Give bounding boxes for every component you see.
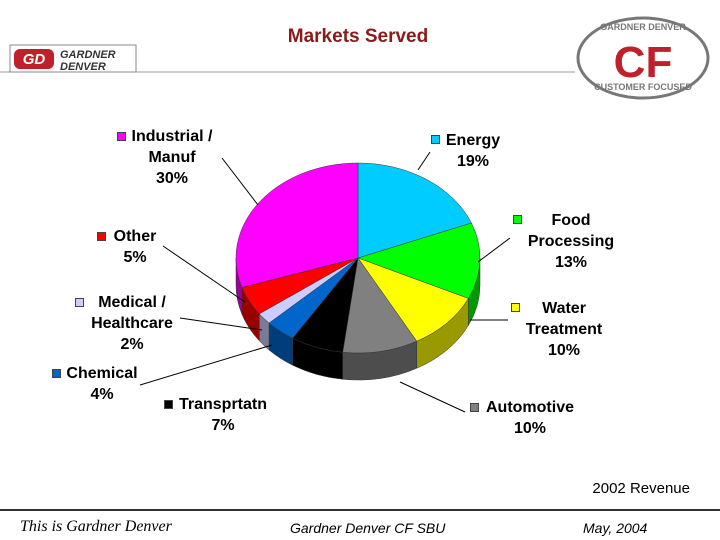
slice-label: Chemical 4% [52,363,152,405]
legend-swatch [470,403,479,412]
category-label: Medical / Healthcare [91,294,173,332]
value-label: 10% [547,342,581,359]
category-label: Industrial / Manuf [131,128,213,166]
leaders [139,151,511,413]
legend-swatch [511,303,520,312]
logo-text: DENVER [60,61,106,73]
leader-line [179,317,263,331]
logo-ring [576,16,710,100]
value-label: 4% [90,386,114,403]
logo-mark: CF [614,38,673,87]
leader-line [162,245,246,303]
leader-line [139,344,273,386]
leader-line [477,237,511,263]
legend-swatch [75,298,84,307]
note: 2002 Revenue [592,480,690,497]
legend-swatch [164,400,173,409]
footer-right: May, 2004 [583,520,648,536]
title: Markets Served [287,26,429,47]
footer-center: Gardner Denver CF SBU [290,520,446,536]
slice-label: Industrial / Manuf 30% [117,126,227,189]
logo-text: GARDNER [60,49,116,61]
slice-label: Energy 19% [428,130,518,172]
value-label: 5% [123,249,147,266]
right-logo: GARDNER DENVER CUSTOMER FOCUSED CF [576,16,710,100]
slice [342,257,418,354]
category-label: Automotive [486,399,574,416]
legend-swatch [513,215,522,224]
slice [357,257,469,342]
logo-text: GARDNER DENVER [600,22,686,32]
value-label: 13% [554,254,588,271]
logo-text: CUSTOMER FOCUSED [594,82,692,92]
leader-line [399,381,466,413]
pie [235,162,481,381]
category-label: Energy [445,132,501,149]
category-label: Other [113,228,157,245]
slice-label: Food Processing 13% [516,210,626,273]
footer-left: This is Gardner Denver [20,518,172,535]
category-label: Food Processing [527,212,615,250]
legend-swatch [97,232,106,241]
value-label: 2% [120,336,144,353]
slice-label: Automotive 10% [470,397,590,439]
left-logo: GD GARDNER DENVER [9,44,137,73]
leader-line [221,157,259,206]
value-label: 30% [155,170,189,187]
slice-label: Other 5% [100,226,170,268]
category-label: Water Treatment [525,300,603,338]
leader-line [417,151,431,171]
legend-swatch [431,135,440,144]
slice [235,162,359,288]
slice-label: Medical / Healthcare 2% [82,292,182,355]
value-label: 7% [211,417,235,434]
slice-label: Transprtatn 7% [173,394,273,436]
category-label: Transprtatn [178,396,267,413]
value-label: 19% [456,153,490,170]
slice-label: Water Treatment 10% [514,298,614,361]
value-label: 10% [513,420,547,437]
logo-badge [14,49,54,69]
category-label: Chemical [66,365,138,382]
logo-mark: GD [23,51,46,68]
legend-swatch [52,369,61,378]
slice [357,162,472,259]
legend-swatch [117,132,126,141]
